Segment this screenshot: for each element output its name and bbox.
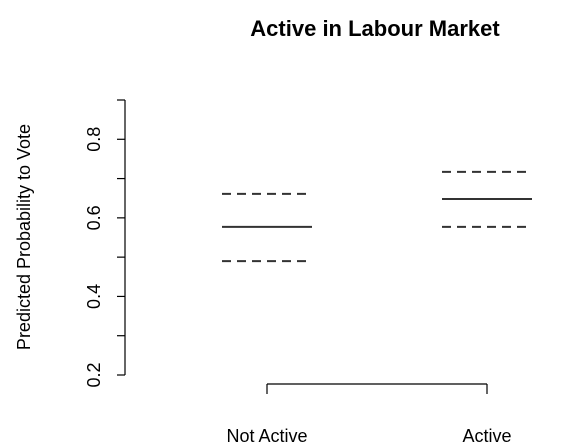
y-tick-label: 0.8 bbox=[84, 127, 104, 152]
x-tick-label: Not Active bbox=[226, 426, 307, 446]
y-axis-label: Predicted Probability to Vote bbox=[14, 124, 34, 350]
y-tick-label: 0.6 bbox=[84, 205, 104, 230]
chart-title: Active in Labour Market bbox=[250, 16, 500, 41]
x-tick-label: Active bbox=[462, 426, 511, 446]
y-tick-label: 0.4 bbox=[84, 284, 104, 309]
y-tick-label: 0.2 bbox=[84, 362, 104, 387]
